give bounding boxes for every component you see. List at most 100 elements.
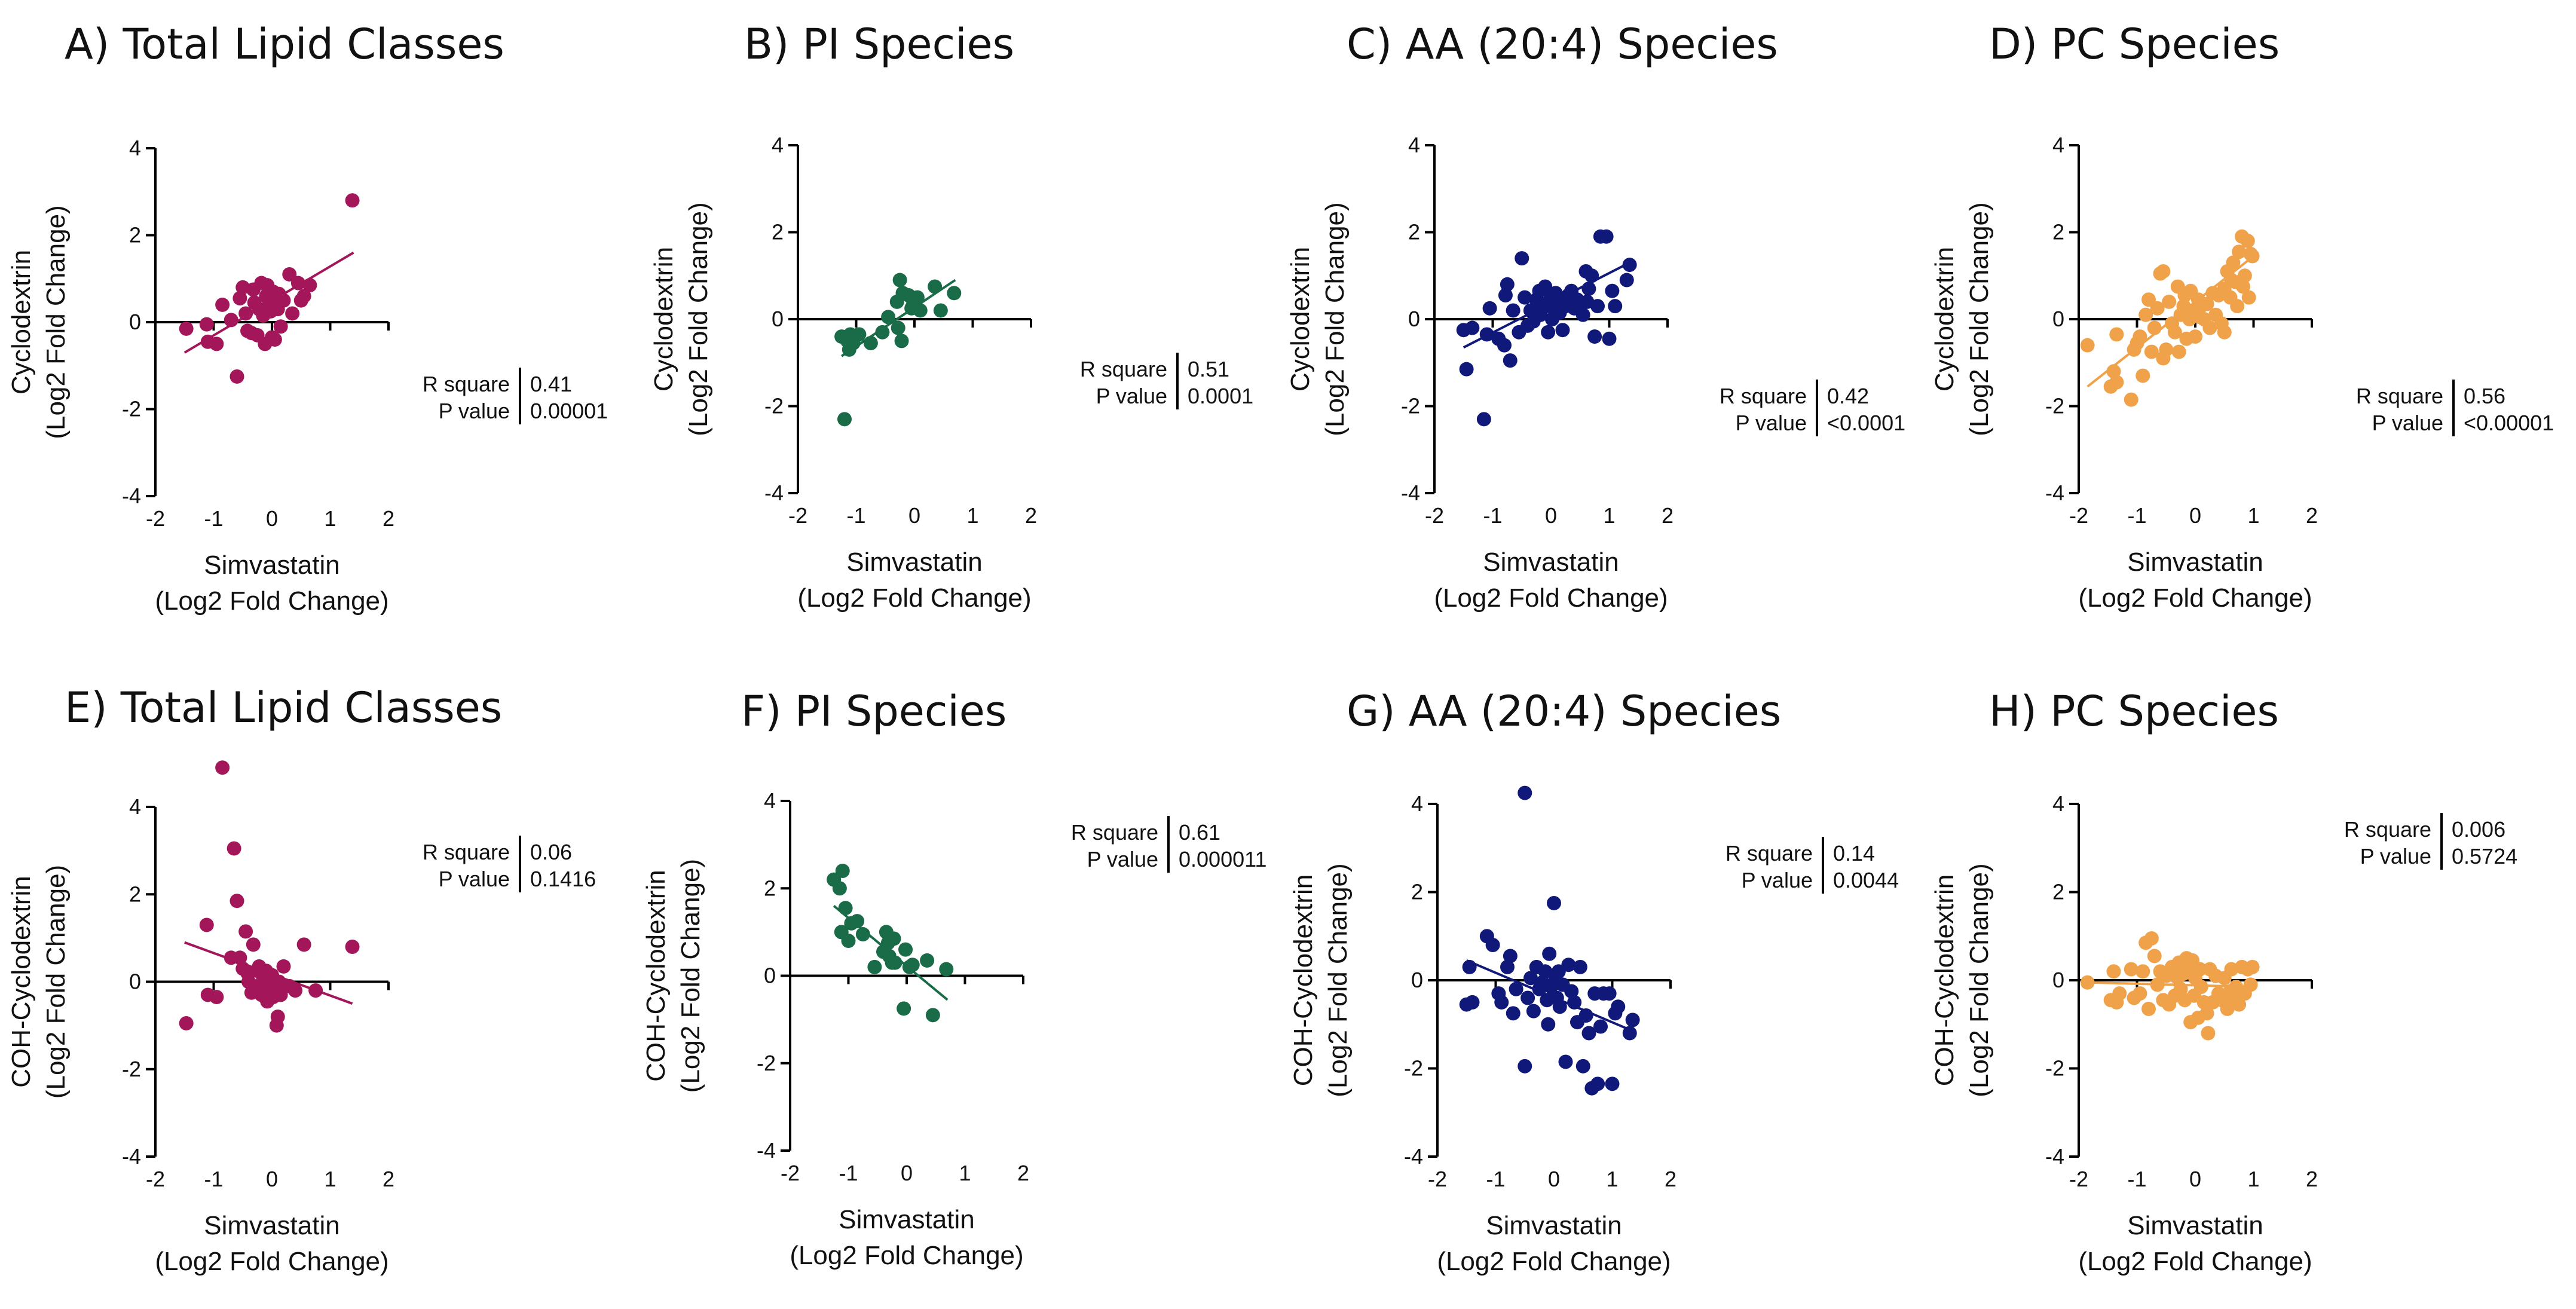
- data-point: [209, 337, 224, 351]
- data-point: [855, 927, 870, 942]
- data-point: [1541, 325, 1556, 340]
- data-point: [939, 962, 954, 977]
- data-point: [1497, 338, 1512, 353]
- x-axis-title: Simvastatin: [204, 1211, 339, 1240]
- data-point: [1575, 307, 1590, 322]
- data-point: [179, 321, 194, 336]
- data-point: [2162, 294, 2177, 309]
- y-tick-label: -4: [764, 481, 784, 505]
- y-tick-label: 4: [772, 133, 784, 157]
- y-tick-label: -4: [2045, 481, 2064, 505]
- y-tick-label: -2: [2045, 394, 2064, 418]
- y-tick-label: 2: [764, 876, 776, 900]
- r-square-label: R square: [423, 372, 510, 396]
- panel-title: A) Total Lipid Classes: [65, 20, 504, 69]
- data-point: [2141, 1001, 2156, 1016]
- data-point: [238, 306, 253, 321]
- data-point: [209, 990, 224, 1005]
- data-point: [2245, 959, 2260, 974]
- p-value-value: <0.00001: [2464, 411, 2554, 435]
- data-point: [345, 940, 360, 954]
- panel-title: H) PC Species: [1989, 687, 2279, 736]
- data-point: [1575, 1059, 1590, 1073]
- panel-title: E) Total Lipid Classes: [65, 683, 502, 732]
- x-tick-label: -2: [1425, 503, 1444, 528]
- data-point: [1605, 283, 1620, 298]
- y-tick-label: 0: [1411, 968, 1423, 992]
- data-point: [838, 901, 853, 916]
- data-point: [232, 290, 247, 305]
- data-point: [1479, 327, 1494, 342]
- y-tick-label: 4: [129, 794, 141, 819]
- data-point: [920, 953, 935, 968]
- p-value-label: P value: [1736, 411, 1807, 435]
- x-axis-title: Simvastatin: [846, 548, 982, 577]
- data-point: [1584, 268, 1599, 283]
- x-tick-label: -2: [2069, 1167, 2088, 1191]
- y-tick-label: -4: [122, 484, 141, 508]
- y-axis-subtitle: (Log2 Fold Change): [1320, 202, 1350, 436]
- panel-title: C) AA (20:4) Species: [1347, 20, 1778, 69]
- data-point: [1581, 1026, 1596, 1041]
- x-tick-label: -2: [146, 1167, 165, 1191]
- x-axis-subtitle: (Log2 Fold Change): [1437, 1247, 1671, 1276]
- y-tick-label: -2: [122, 1057, 141, 1081]
- data-point: [1555, 323, 1570, 338]
- x-tick-label: -1: [1483, 503, 1502, 528]
- p-value-value: <0.0001: [1827, 411, 1905, 435]
- x-tick-label: 0: [1545, 503, 1557, 528]
- y-tick-label: -2: [122, 397, 141, 421]
- data-point: [837, 412, 852, 427]
- data-point: [1506, 303, 1520, 318]
- data-point: [2230, 299, 2245, 314]
- data-point: [238, 924, 253, 939]
- data-point: [2217, 325, 2232, 340]
- x-tick-label: 1: [324, 506, 336, 531]
- p-value-label: P value: [439, 399, 510, 423]
- data-point: [2124, 962, 2138, 977]
- r-square-label: R square: [1080, 357, 1167, 381]
- data-point: [835, 864, 850, 878]
- data-point: [888, 955, 902, 970]
- data-point: [898, 942, 913, 957]
- data-point: [2133, 329, 2147, 344]
- p-value-label: P value: [2360, 844, 2431, 868]
- x-axis-subtitle: (Log2 Fold Change): [1434, 583, 1668, 613]
- data-point: [2232, 244, 2247, 259]
- p-value-label: P value: [1742, 868, 1813, 892]
- data-point: [1500, 959, 1515, 974]
- x-tick-label: 0: [2189, 1167, 2201, 1191]
- x-tick-label: 1: [1603, 503, 1615, 528]
- data-point: [1547, 895, 1561, 910]
- data-point: [199, 917, 214, 932]
- data-point: [2136, 368, 2150, 383]
- data-point: [2192, 962, 2207, 977]
- data-point: [1552, 999, 1567, 1014]
- data-point: [1605, 1076, 1620, 1091]
- data-point: [905, 958, 920, 972]
- data-point: [1611, 999, 1626, 1014]
- y-tick-label: -2: [1404, 1056, 1423, 1081]
- x-axis-subtitle: (Log2 Fold Change): [797, 583, 1031, 613]
- y-tick-label: -2: [1401, 394, 1420, 418]
- y-axis-subtitle: (Log2 Fold Change): [684, 202, 713, 436]
- y-tick-label: 4: [2052, 133, 2064, 157]
- x-tick-label: 0: [1548, 1167, 1560, 1191]
- x-tick-label: 1: [1606, 1167, 1618, 1191]
- data-point: [1485, 938, 1500, 952]
- data-point: [2080, 338, 2095, 353]
- y-axis-title: Cyclodextrin: [1286, 247, 1315, 392]
- data-point: [2193, 980, 2208, 995]
- data-point: [1587, 329, 1602, 344]
- x-tick-label: -2: [1428, 1167, 1447, 1191]
- data-point: [2173, 981, 2188, 996]
- r-square-value: 0.006: [2452, 817, 2505, 842]
- x-tick-label: 1: [324, 1167, 336, 1191]
- data-point: [863, 336, 878, 351]
- r-square-value: 0.51: [1188, 357, 1229, 381]
- data-point: [1500, 277, 1515, 292]
- data-point: [2144, 931, 2159, 946]
- x-tick-label: 2: [383, 506, 394, 531]
